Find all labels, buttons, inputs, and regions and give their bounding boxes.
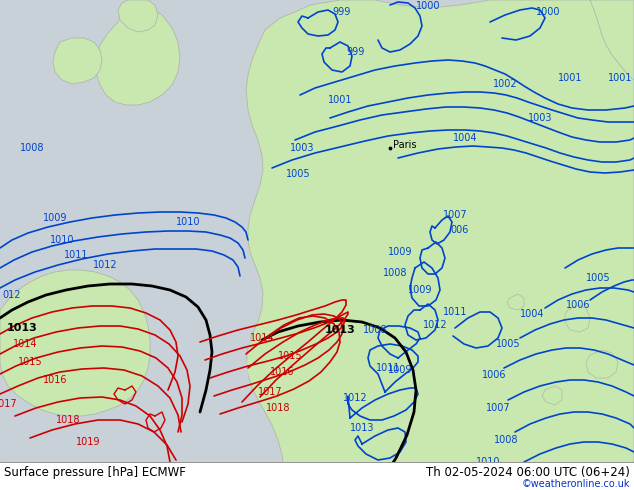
Text: 1005: 1005 [286, 169, 310, 179]
Text: ©weatheronline.co.uk: ©weatheronline.co.uk [522, 479, 630, 489]
Text: 1005: 1005 [586, 273, 611, 283]
Text: 1010: 1010 [49, 235, 74, 245]
Text: 1015: 1015 [18, 357, 42, 367]
Text: 1014: 1014 [250, 333, 275, 343]
Text: 1004: 1004 [520, 309, 544, 319]
Text: 1009: 1009 [408, 285, 432, 295]
Polygon shape [118, 0, 158, 32]
Polygon shape [96, 0, 180, 105]
Text: 1010: 1010 [476, 457, 500, 467]
Text: 1018: 1018 [266, 403, 290, 413]
Text: 1010: 1010 [176, 217, 200, 227]
Text: 1017: 1017 [257, 387, 282, 397]
Polygon shape [246, 0, 634, 490]
Text: 1009: 1009 [388, 365, 412, 375]
Text: 1014: 1014 [13, 339, 37, 349]
Text: 1004: 1004 [453, 133, 477, 143]
Text: 1002: 1002 [493, 79, 517, 89]
Text: Surface pressure [hPa] ECMWF: Surface pressure [hPa] ECMWF [4, 466, 186, 479]
Text: 1013: 1013 [6, 323, 37, 333]
Bar [0, 462, 634, 490]
Text: 1012: 1012 [423, 320, 448, 330]
Polygon shape [53, 38, 102, 84]
Text: 1000: 1000 [536, 7, 560, 17]
Text: 1011: 1011 [376, 363, 400, 373]
Text: Th 02-05-2024 06:00 UTC (06+24): Th 02-05-2024 06:00 UTC (06+24) [426, 466, 630, 479]
Text: 1013: 1013 [325, 325, 356, 335]
Polygon shape [586, 350, 618, 378]
Text: 1011: 1011 [443, 307, 467, 317]
Text: 1012: 1012 [343, 393, 367, 403]
Text: 1008: 1008 [20, 143, 44, 153]
Text: 1008: 1008 [494, 435, 518, 445]
Text: 006: 006 [451, 225, 469, 235]
Text: 1017: 1017 [0, 399, 17, 409]
Text: 1007: 1007 [486, 403, 510, 413]
Text: 1006: 1006 [482, 370, 507, 380]
Text: 1001: 1001 [608, 73, 632, 83]
Text: 1005: 1005 [496, 339, 521, 349]
Text: 1001: 1001 [328, 95, 353, 105]
Text: 999: 999 [347, 47, 365, 57]
Text: 999: 999 [333, 7, 351, 17]
Text: 1007: 1007 [443, 210, 467, 220]
Text: 1009: 1009 [504, 465, 528, 475]
Text: 1006: 1006 [566, 300, 590, 310]
Polygon shape [565, 305, 590, 332]
Polygon shape [542, 386, 562, 405]
Text: Paris: Paris [393, 140, 417, 150]
Text: 012: 012 [3, 290, 22, 300]
Polygon shape [138, 0, 256, 490]
Text: 1003: 1003 [290, 143, 314, 153]
Text: 1009: 1009 [388, 247, 412, 257]
Text: 1003: 1003 [527, 113, 552, 123]
Text: 1016: 1016 [269, 367, 294, 377]
Text: 1015: 1015 [278, 351, 302, 361]
Text: 1016: 1016 [42, 375, 67, 385]
Polygon shape [0, 270, 150, 416]
Text: 1012: 1012 [93, 260, 117, 270]
Polygon shape [507, 294, 524, 310]
Text: 1008: 1008 [383, 268, 407, 278]
Polygon shape [590, 0, 634, 80]
Text: 1009: 1009 [42, 213, 67, 223]
Text: 1011: 1011 [64, 250, 88, 260]
Text: 1019: 1019 [75, 437, 100, 447]
Text: 1013: 1013 [350, 423, 374, 433]
Text: 1008: 1008 [363, 325, 387, 335]
Text: 1018: 1018 [56, 415, 81, 425]
Text: 1001: 1001 [558, 73, 582, 83]
Text: 1000: 1000 [416, 1, 440, 11]
